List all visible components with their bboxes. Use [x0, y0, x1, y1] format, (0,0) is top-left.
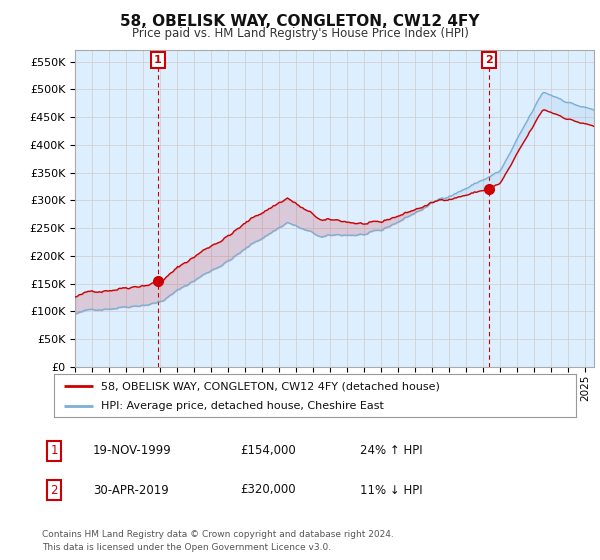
Text: 24% ↑ HPI: 24% ↑ HPI	[360, 444, 422, 458]
Text: Contains HM Land Registry data © Crown copyright and database right 2024.
This d: Contains HM Land Registry data © Crown c…	[42, 530, 394, 552]
Text: 58, OBELISK WAY, CONGLETON, CW12 4FY (detached house): 58, OBELISK WAY, CONGLETON, CW12 4FY (de…	[101, 381, 440, 391]
Text: 58, OBELISK WAY, CONGLETON, CW12 4FY: 58, OBELISK WAY, CONGLETON, CW12 4FY	[120, 14, 480, 29]
Text: £154,000: £154,000	[240, 444, 296, 458]
Text: 30-APR-2019: 30-APR-2019	[93, 483, 169, 497]
Text: 2: 2	[50, 483, 58, 497]
Text: 19-NOV-1999: 19-NOV-1999	[93, 444, 172, 458]
Text: 2: 2	[485, 55, 493, 65]
Text: 11% ↓ HPI: 11% ↓ HPI	[360, 483, 422, 497]
Text: Price paid vs. HM Land Registry's House Price Index (HPI): Price paid vs. HM Land Registry's House …	[131, 27, 469, 40]
Text: £320,000: £320,000	[240, 483, 296, 497]
Text: 1: 1	[154, 55, 162, 65]
Text: 1: 1	[50, 444, 58, 458]
Text: HPI: Average price, detached house, Cheshire East: HPI: Average price, detached house, Ches…	[101, 402, 384, 412]
